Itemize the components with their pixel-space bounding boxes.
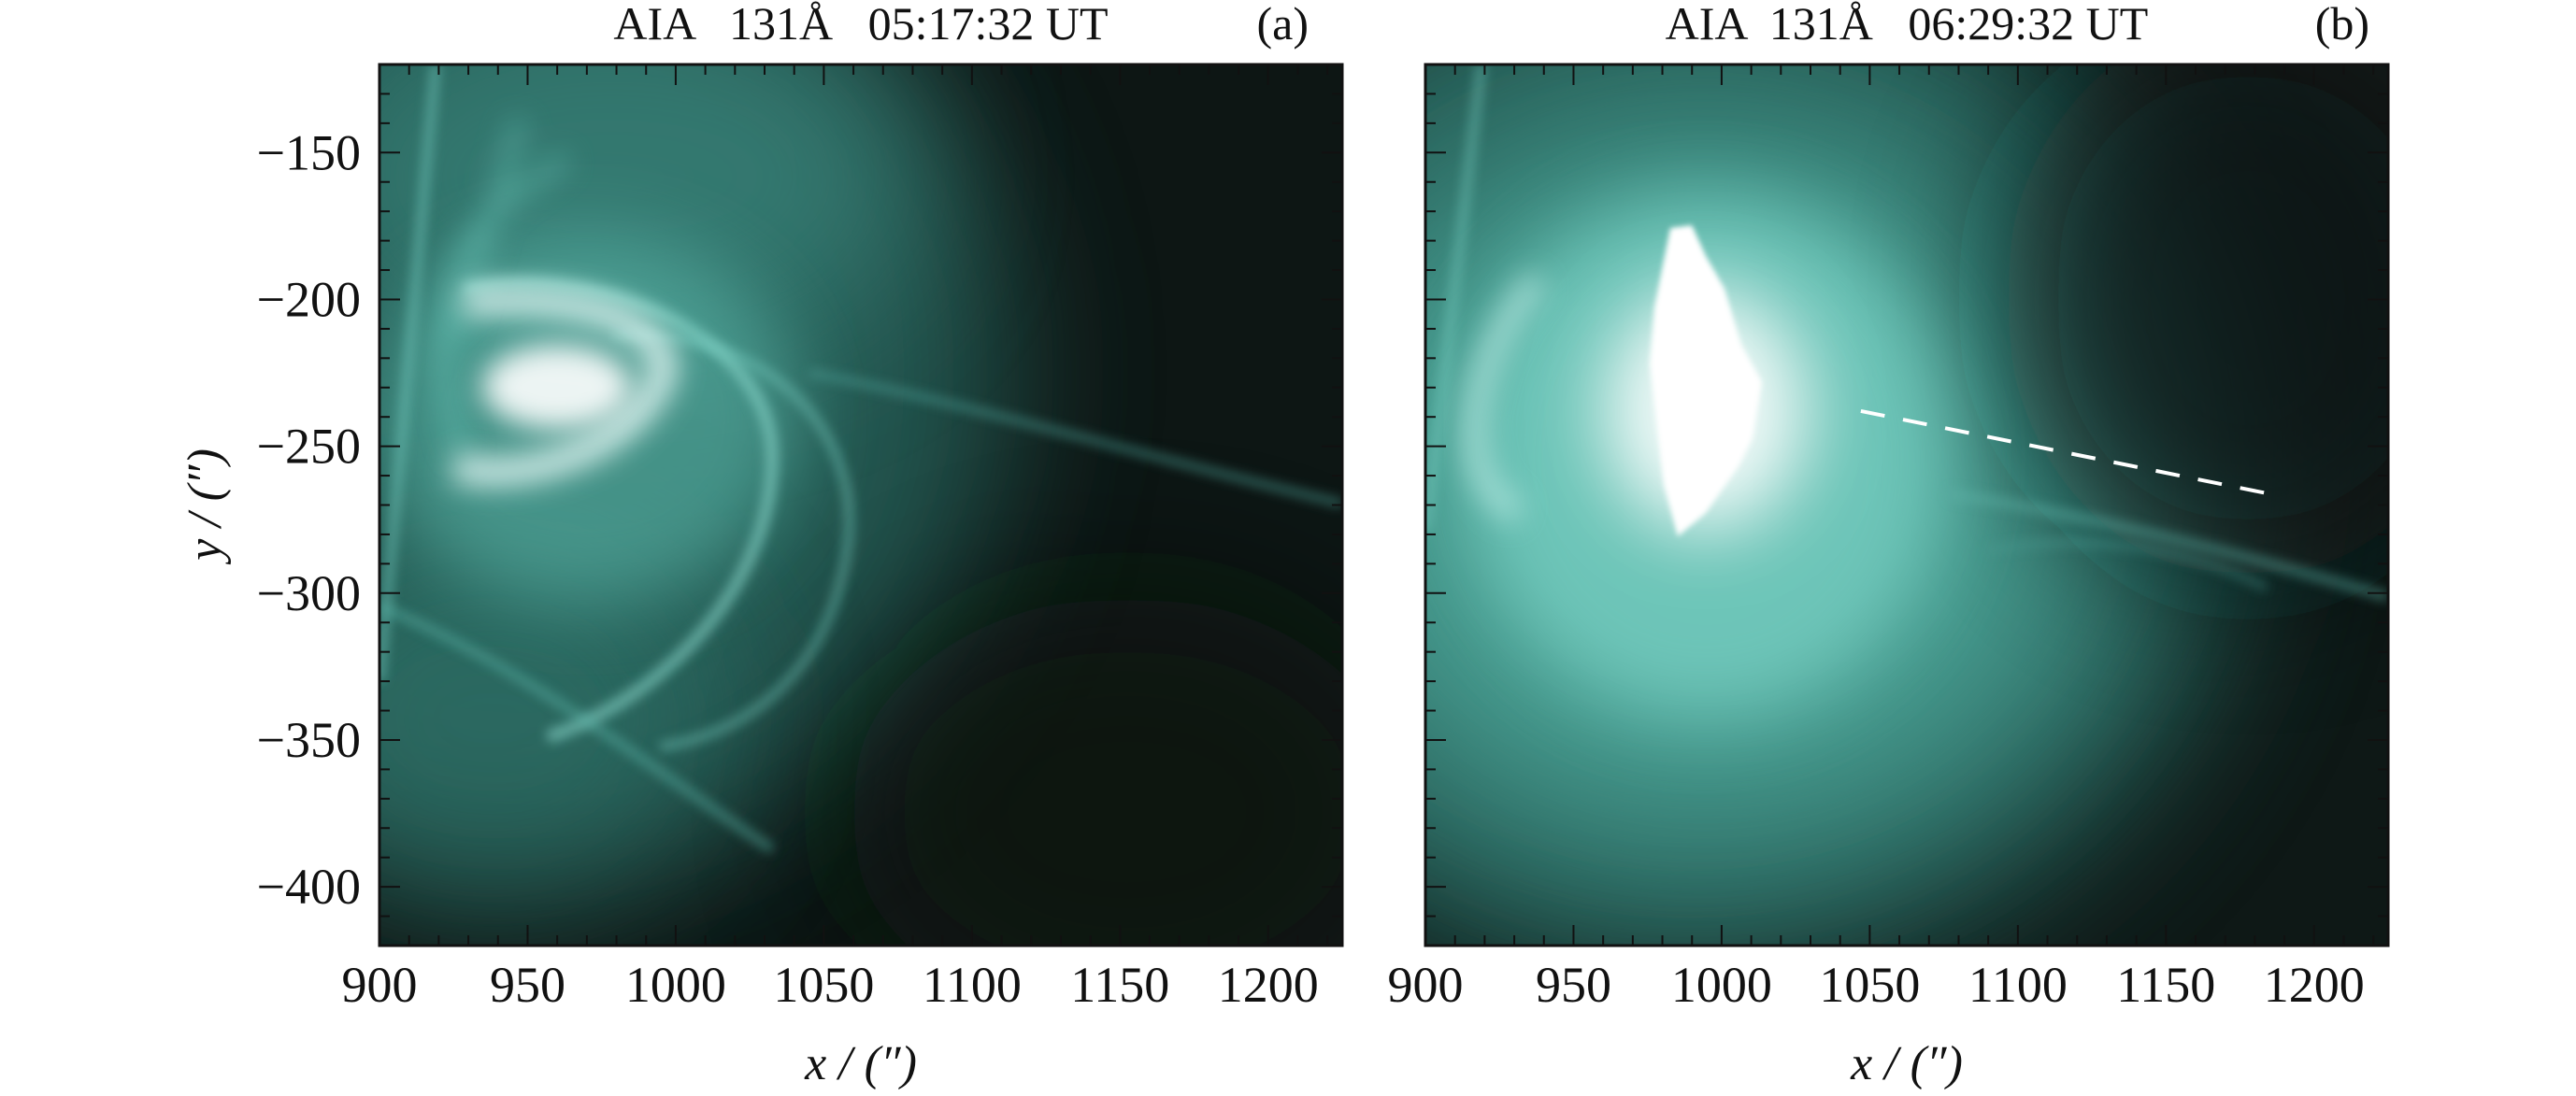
panel-b-dashed-line xyxy=(1860,408,2268,495)
panel-b-image xyxy=(1425,64,2388,946)
x-tick-label: 1150 xyxy=(2116,957,2215,1013)
panel-a-image xyxy=(379,64,1342,946)
x-tick-label: 1050 xyxy=(1819,957,1920,1013)
x-tick-label: 1200 xyxy=(1218,957,1319,1013)
panel-b-xlabel: x / (″) xyxy=(1850,1037,1963,1090)
y-tick-label: −400 xyxy=(257,859,361,915)
x-tick-label: 1150 xyxy=(1070,957,1169,1013)
x-tick-label: 1100 xyxy=(923,957,1022,1013)
x-tick-label: 900 xyxy=(342,957,418,1013)
x-tick-label: 1000 xyxy=(1671,957,1772,1013)
panel-a-tick-labels: 900 950 1000 1050 1100 1150 1200 −150 −200 −250 −3… xyxy=(257,124,1319,1013)
x-tick-label: 1050 xyxy=(773,957,874,1013)
y-tick-label: −300 xyxy=(257,565,361,621)
panel-b xyxy=(1424,63,2390,947)
panel-b-tick-labels: 900 950 1000 1050 1100 1150 1200 xyxy=(1388,957,2365,1013)
panel-a-xlabel: x / (″) xyxy=(804,1037,917,1090)
panel-b-title: AIA 131Å 06:29:32 UT xyxy=(1666,0,2149,50)
panel-b-ticks xyxy=(1424,64,2388,947)
x-tick-label: 1000 xyxy=(625,957,726,1013)
x-tick-label: 1100 xyxy=(1968,957,2068,1013)
x-tick-label: 950 xyxy=(1536,957,1611,1013)
panel-a-ticks xyxy=(379,64,1342,947)
y-tick-label: −150 xyxy=(257,124,361,180)
x-tick-label: 900 xyxy=(1388,957,1464,1013)
panel-a-ylabel: y / (″) xyxy=(179,448,232,565)
panel-a xyxy=(378,63,1344,947)
x-tick-label: 950 xyxy=(490,957,565,1013)
panel-a-title: AIA 131Å 05:17:32 UT xyxy=(613,0,1108,50)
panel-a-label: (a) xyxy=(1257,0,1309,50)
panel-b-label: (b) xyxy=(2315,0,2369,50)
y-tick-label: −200 xyxy=(257,271,361,327)
y-tick-label: −250 xyxy=(257,419,361,475)
y-tick-label: −350 xyxy=(257,712,361,768)
x-tick-label: 1200 xyxy=(2264,957,2365,1013)
